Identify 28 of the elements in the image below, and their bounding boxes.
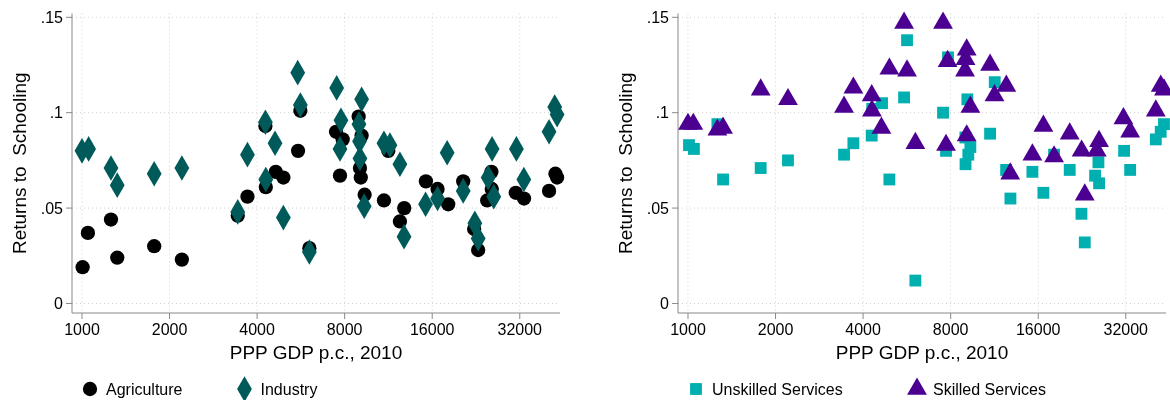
y-tick-label: .1 [49,104,64,122]
x-tick-label: 1000 [670,321,706,338]
y-axis-title: Returns to Schooling [615,72,636,255]
x-axis-title: PPP GDP p.c., 2010 [835,342,1009,363]
x-tick-label: 32000 [497,321,543,338]
x-tick-label: 1000 [64,321,100,338]
x-tick-label: 16000 [409,321,455,338]
x-tick-label: 16000 [1015,321,1061,338]
y-axis-title: Returns to Schooling [9,72,30,255]
x-tick-label: 4000 [239,321,275,338]
y-tick-label: .05 [646,199,670,217]
x-tick-label: 2000 [151,321,188,338]
x-tick-label: 8000 [932,321,969,338]
legend-label: Industry [260,380,318,398]
y-tick-label: .15 [646,8,670,26]
x-tick-label: 2000 [757,321,794,338]
legend-label: Skilled Services [933,380,1046,398]
legend-label: Unskilled Services [712,380,843,398]
legend-label: Agriculture [106,380,183,398]
y-tick-label: .05 [40,199,64,217]
y-tick-label: .1 [655,104,670,122]
x-axis-title: PPP GDP p.c., 2010 [229,342,403,363]
y-tick-label: 0 [54,295,64,313]
x-tick-label: 32000 [1103,321,1149,338]
y-tick-label: .15 [40,8,64,26]
x-tick-label: 4000 [845,321,881,338]
x-tick-label: 8000 [326,321,363,338]
y-tick-label: 0 [660,295,670,313]
